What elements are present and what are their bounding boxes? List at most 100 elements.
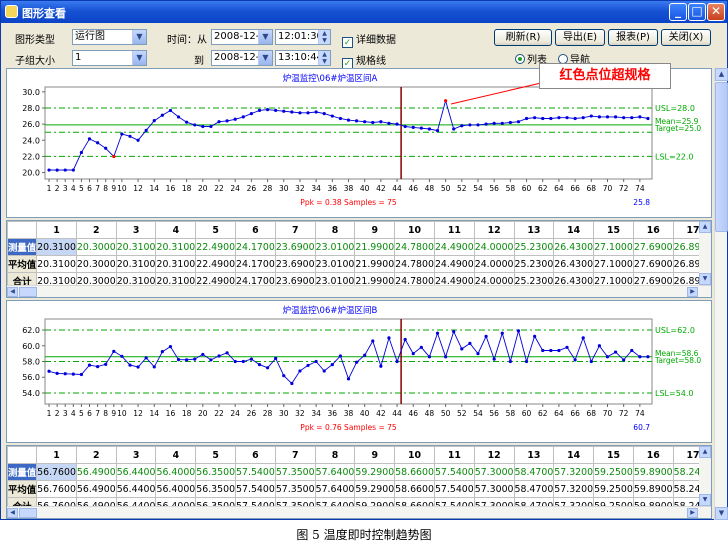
subgroup-size-select[interactable]: 1 ▼ — [72, 50, 147, 66]
data-point — [622, 116, 626, 120]
scroll-down-icon[interactable]: ▼ — [699, 273, 711, 285]
column-header[interactable]: 9 — [354, 446, 396, 464]
x-tick-label: 48 — [425, 184, 435, 193]
data-point — [476, 352, 480, 356]
scroll-left-icon[interactable]: ◀ — [7, 287, 18, 297]
close-button[interactable]: 关闭(X) — [661, 29, 711, 46]
column-header[interactable]: 3 — [115, 221, 157, 239]
column-header[interactable]: 2 — [75, 221, 117, 239]
ppk-text: Ppk = 0.76 Samples = 75 — [300, 423, 397, 432]
column-header[interactable]: 12 — [473, 221, 515, 239]
x-tick-label: 7 — [95, 184, 100, 193]
data-point — [330, 114, 334, 118]
data-point — [371, 120, 375, 125]
column-header[interactable]: 16 — [632, 446, 674, 464]
column-header[interactable]: 10 — [394, 221, 435, 239]
x-tick-label: 10 — [117, 409, 127, 418]
maximize-button[interactable]: □ — [688, 3, 706, 21]
data-point — [435, 128, 440, 133]
spin-updown-icon[interactable]: ▲ ▼ — [318, 51, 330, 65]
radio-list[interactable]: 列表 — [515, 51, 547, 66]
row-header: 测量值 — [7, 238, 38, 256]
date-to-picker[interactable]: 2008-12- 5 ▼ — [211, 50, 273, 66]
column-header[interactable]: 1 — [36, 446, 77, 464]
data-point — [63, 168, 67, 172]
column-header[interactable]: 8 — [314, 221, 356, 239]
table-horizontal-scrollbar[interactable]: ◀ ▶ — [7, 506, 711, 518]
x-tick-label: 34 — [311, 409, 321, 418]
chart-type-select[interactable]: 运行图 ▼ — [72, 29, 147, 45]
x-tick-label: 52 — [457, 184, 467, 193]
data-point — [282, 109, 286, 113]
scroll-up-icon[interactable]: ▲ — [699, 221, 711, 233]
scroll-thumb[interactable] — [19, 287, 37, 297]
column-header[interactable]: 15 — [593, 221, 634, 239]
x-tick-label: 44 — [392, 184, 402, 193]
column-header[interactable]: 7 — [274, 446, 316, 464]
column-header[interactable]: 6 — [235, 221, 276, 239]
data-point — [233, 117, 237, 121]
chevron-down-icon[interactable]: ▼ — [258, 51, 272, 65]
column-header[interactable]: 3 — [115, 446, 157, 464]
detail-data-checkbox[interactable]: ✓ 详细数据 — [342, 31, 396, 48]
date-from-picker[interactable]: 2008-12- 5 ▼ — [211, 29, 273, 45]
data-point — [630, 116, 634, 120]
data-point — [152, 119, 156, 123]
data-point — [630, 348, 634, 353]
subgroup-size-value: 1 — [75, 52, 82, 63]
column-header[interactable]: 2 — [75, 446, 117, 464]
radio-navigation-label: 导航 — [570, 55, 590, 66]
table-vertical-scrollbar[interactable]: ▲ ▼ — [699, 446, 711, 506]
column-header[interactable]: 15 — [593, 446, 634, 464]
export-button[interactable]: 导出(E) — [555, 29, 605, 46]
x-tick-label: 52 — [457, 409, 467, 418]
close-window-button[interactable]: ✕ — [707, 3, 725, 21]
column-header[interactable]: 8 — [314, 446, 356, 464]
x-tick-label: 56 — [489, 409, 499, 418]
scroll-thumb[interactable] — [19, 508, 37, 518]
x-tick-label: 26 — [247, 184, 257, 193]
scroll-right-icon[interactable]: ▶ — [687, 287, 698, 297]
data-point — [257, 363, 262, 367]
column-header[interactable]: 5 — [195, 221, 237, 239]
report-button[interactable]: 报表(P) — [608, 29, 658, 46]
scroll-down-icon[interactable]: ▼ — [699, 494, 711, 506]
refresh-button[interactable]: 刷新(R) — [494, 29, 552, 46]
main-vertical-scrollbar[interactable]: ▲ ▼ — [714, 68, 728, 520]
column-header[interactable]: 11 — [433, 446, 475, 464]
data-point — [193, 123, 197, 127]
table-cell[interactable]: 20.3100 — [36, 238, 77, 256]
x-tick-label: 66 — [570, 409, 580, 418]
time-to-input[interactable]: 13:10:44 ▲ ▼ — [275, 50, 331, 66]
data-point — [565, 345, 569, 349]
corner-cell — [7, 446, 38, 464]
x-tick-label: 48 — [425, 409, 435, 418]
title-bar[interactable]: 图形查看 _ □ ✕ — [1, 1, 727, 23]
column-header[interactable]: 9 — [354, 221, 396, 239]
chevron-down-icon[interactable]: ▼ — [132, 30, 146, 44]
check-icon[interactable]: ✓ — [342, 37, 353, 48]
radio-selected-icon[interactable] — [515, 54, 525, 64]
x-tick-label: 36 — [328, 184, 338, 193]
table-vertical-scrollbar[interactable]: ▲ ▼ — [699, 221, 711, 285]
column-header[interactable]: 6 — [235, 446, 276, 464]
y-tick-label: 54.0 — [22, 389, 40, 398]
x-tick-label: 70 — [603, 184, 613, 193]
data-point — [55, 371, 59, 375]
x-tick-label: 14 — [149, 409, 159, 418]
app-icon — [5, 5, 18, 18]
data-point — [346, 377, 351, 381]
scroll-left-icon[interactable]: ◀ — [7, 508, 18, 518]
time-from-input[interactable]: 12:01:30 ▲ ▼ — [275, 29, 331, 45]
x-tick-label: 16 — [166, 409, 176, 418]
y-tick-label: 20.0 — [22, 169, 40, 178]
chevron-down-icon[interactable]: ▼ — [132, 51, 146, 65]
table-horizontal-scrollbar[interactable]: ◀ ▶ — [7, 285, 711, 297]
spin-updown-icon[interactable]: ▲ ▼ — [318, 30, 330, 44]
scroll-right-icon[interactable]: ▶ — [687, 508, 698, 518]
scroll-up-icon[interactable]: ▲ — [699, 446, 711, 458]
minimize-button[interactable]: _ — [669, 3, 687, 21]
chart-title: 炉温监控\06#炉温区间B — [283, 305, 378, 316]
figure-caption: 图 5 温度即时控制趋势图 — [296, 528, 432, 542]
chevron-down-icon[interactable]: ▼ — [258, 30, 272, 44]
